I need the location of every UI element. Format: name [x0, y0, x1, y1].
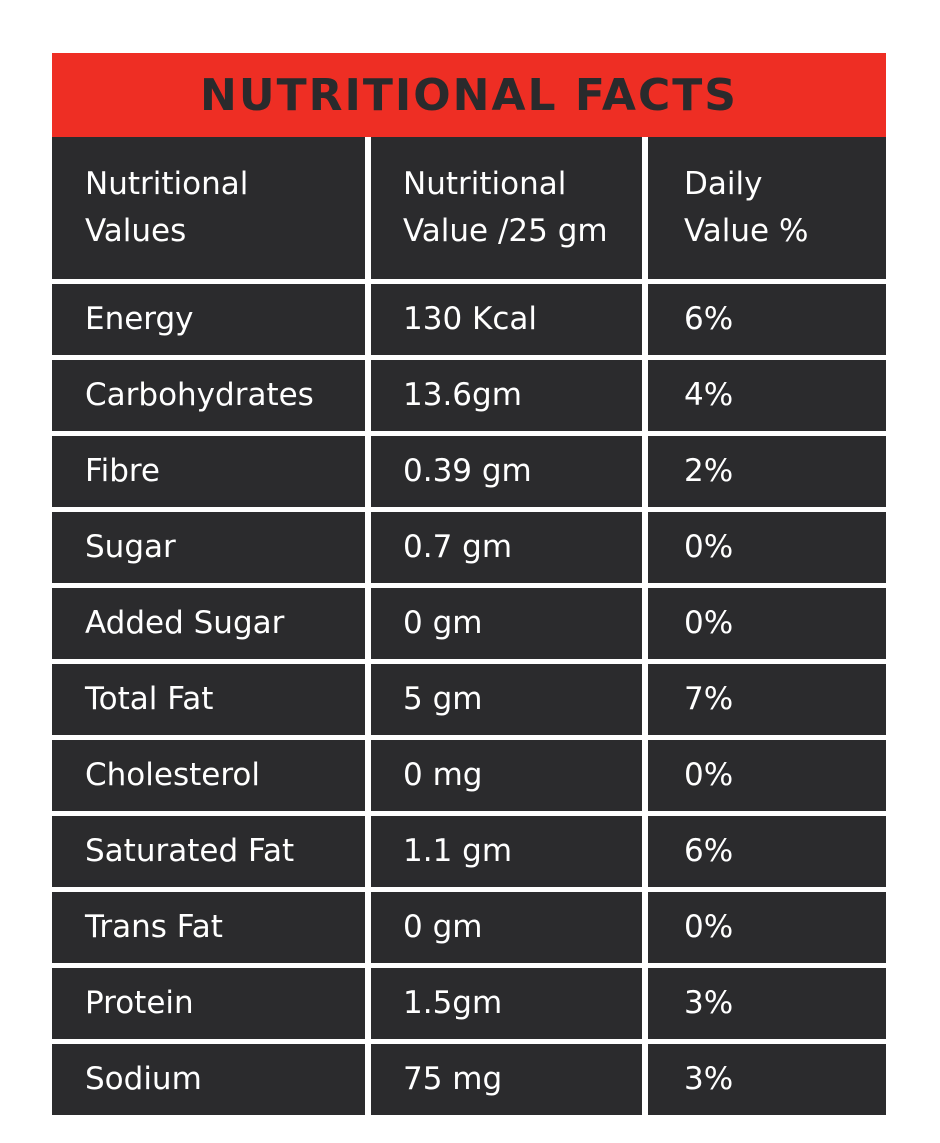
nutrient-daily-value: 0%	[648, 588, 886, 659]
nutrient-value: 1.1 gm	[371, 816, 642, 887]
header-nutritional-values: Nutritional Values	[52, 137, 365, 279]
nutrient-name: Carbohydrates	[52, 360, 365, 431]
nutrient-daily-value: 0%	[648, 512, 886, 583]
nutrient-name: Saturated Fat	[52, 816, 365, 887]
nutrient-name: Added Sugar	[52, 588, 365, 659]
nutrient-value: 13.6gm	[371, 360, 642, 431]
nutrient-name: Total Fat	[52, 664, 365, 735]
nutrition-facts-table: NUTRITIONAL FACTS Nutritional Values Nut…	[52, 53, 886, 1115]
nutrient-daily-value: 0%	[648, 892, 886, 963]
table-row: Fibre 0.39 gm 2%	[52, 436, 886, 507]
nutrient-value: 1.5gm	[371, 968, 642, 1039]
nutrient-daily-value: 3%	[648, 968, 886, 1039]
nutrient-daily-value: 6%	[648, 284, 886, 355]
nutrient-value: 0 gm	[371, 588, 642, 659]
header-line: Value %	[684, 213, 809, 249]
nutrient-daily-value: 6%	[648, 816, 886, 887]
nutrient-name: Protein	[52, 968, 365, 1039]
table-row: Sugar 0.7 gm 0%	[52, 512, 886, 583]
header-line: Values	[85, 213, 187, 249]
header-line: Daily	[684, 166, 763, 202]
nutrient-name: Sugar	[52, 512, 365, 583]
nutrient-daily-value: 4%	[648, 360, 886, 431]
nutrient-daily-value: 7%	[648, 664, 886, 735]
table-row: Added Sugar 0 gm 0%	[52, 588, 886, 659]
nutrient-daily-value: 0%	[648, 740, 886, 811]
table-row: Sodium 75 mg 3%	[52, 1044, 886, 1115]
nutrient-name: Cholesterol	[52, 740, 365, 811]
header-line: Value /25 gm	[403, 213, 608, 249]
nutrient-value: 0 gm	[371, 892, 642, 963]
header-daily-value-percent: Daily Value %	[648, 137, 886, 279]
table-title: NUTRITIONAL FACTS	[52, 53, 886, 137]
header-value-per-25gm: Nutritional Value /25 gm	[371, 137, 642, 279]
table-row: Cholesterol 0 mg 0%	[52, 740, 886, 811]
table-row: Total Fat 5 gm 7%	[52, 664, 886, 735]
nutrient-name: Trans Fat	[52, 892, 365, 963]
table-row: Carbohydrates 13.6gm 4%	[52, 360, 886, 431]
table-row: Trans Fat 0 gm 0%	[52, 892, 886, 963]
nutrient-value: 130 Kcal	[371, 284, 642, 355]
nutrient-value: 5 gm	[371, 664, 642, 735]
nutrient-name: Energy	[52, 284, 365, 355]
header-line: Nutritional	[85, 166, 249, 202]
table-header-row: Nutritional Values Nutritional Value /25…	[52, 137, 886, 279]
nutrient-daily-value: 3%	[648, 1044, 886, 1115]
table-row: Protein 1.5gm 3%	[52, 968, 886, 1039]
nutrient-value: 75 mg	[371, 1044, 642, 1115]
nutrient-value: 0.7 gm	[371, 512, 642, 583]
nutrient-name: Fibre	[52, 436, 365, 507]
nutrient-name: Sodium	[52, 1044, 365, 1115]
nutrient-value: 0.39 gm	[371, 436, 642, 507]
nutrient-value: 0 mg	[371, 740, 642, 811]
table-row: Energy 130 Kcal 6%	[52, 284, 886, 355]
nutrient-daily-value: 2%	[648, 436, 886, 507]
header-line: Nutritional	[403, 166, 567, 202]
table-row: Saturated Fat 1.1 gm 6%	[52, 816, 886, 887]
